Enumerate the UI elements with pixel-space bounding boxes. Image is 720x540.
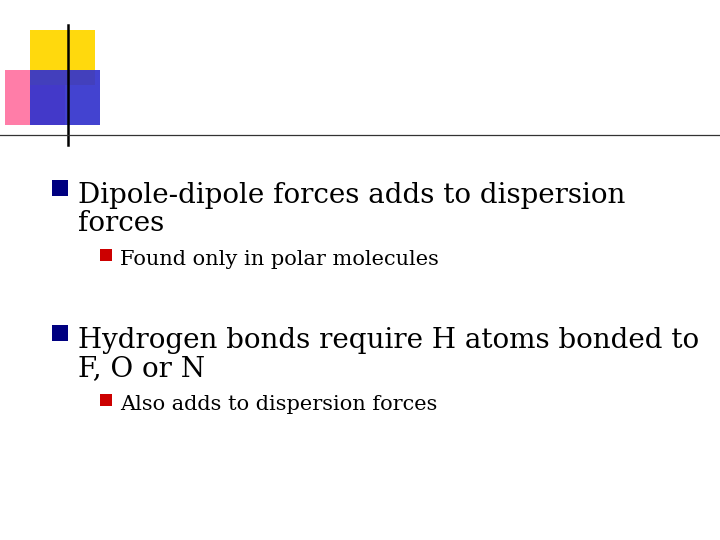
Text: Found only in polar molecules: Found only in polar molecules	[120, 250, 439, 269]
Bar	[52, 325, 68, 341]
Text: Dipole-dipole forces adds to dispersion: Dipole-dipole forces adds to dispersion	[78, 182, 626, 209]
Text: forces: forces	[78, 210, 164, 237]
FancyBboxPatch shape	[5, 70, 65, 125]
FancyBboxPatch shape	[30, 30, 95, 85]
Text: Hydrogen bonds require H atoms bonded to: Hydrogen bonds require H atoms bonded to	[78, 327, 699, 354]
Text: Also adds to dispersion forces: Also adds to dispersion forces	[120, 395, 437, 414]
FancyBboxPatch shape	[30, 70, 100, 125]
Bar	[100, 249, 112, 261]
Text: F, O or N: F, O or N	[78, 355, 205, 382]
Bar	[100, 394, 112, 406]
Bar	[52, 180, 68, 196]
